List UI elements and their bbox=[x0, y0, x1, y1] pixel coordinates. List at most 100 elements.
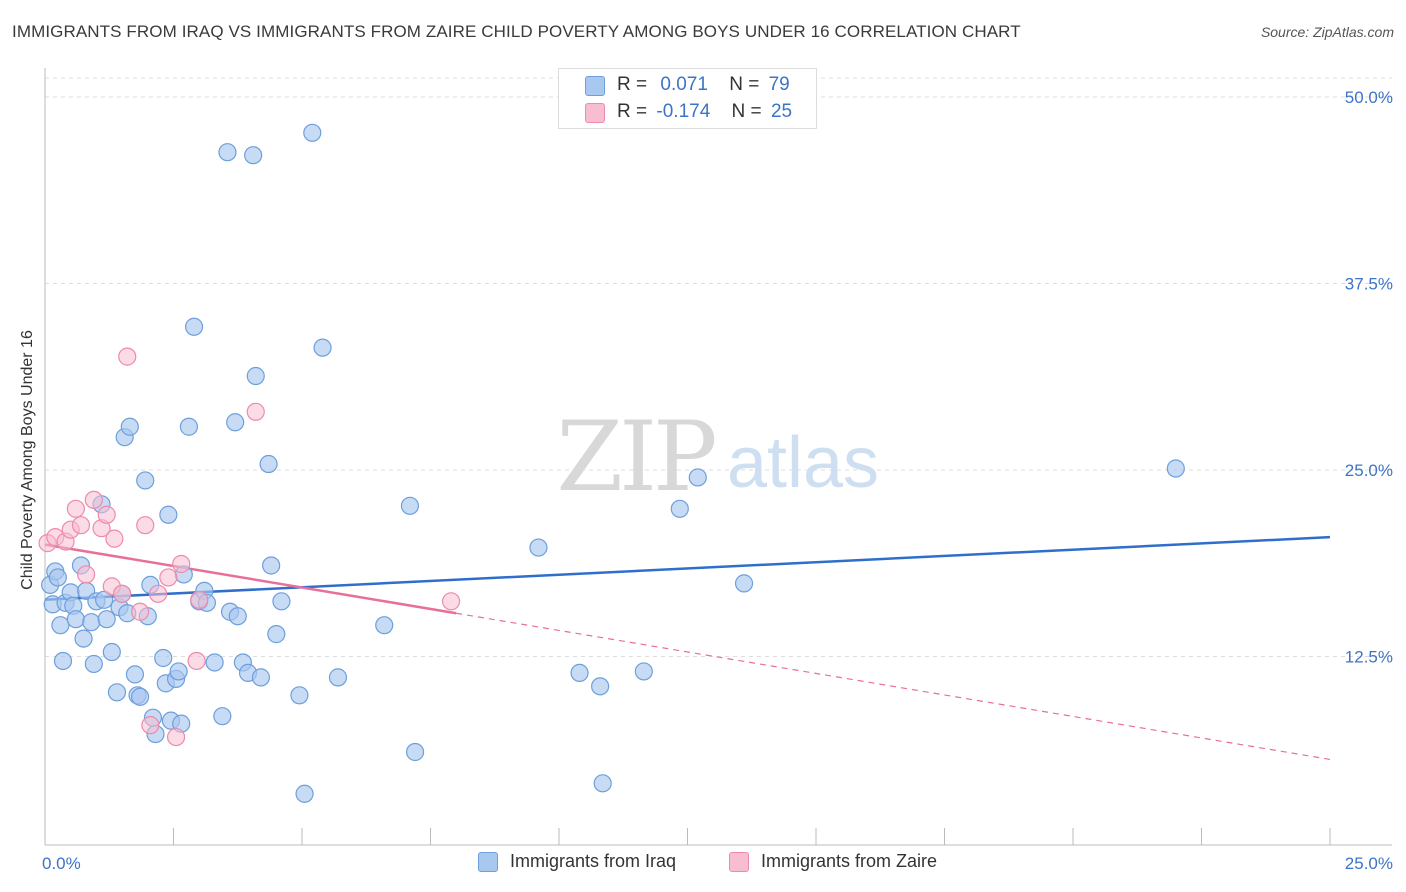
zaire-point bbox=[141, 716, 160, 735]
iraq-point bbox=[226, 413, 245, 432]
zaire-point bbox=[112, 584, 132, 603]
zaire-point bbox=[105, 529, 124, 548]
bottom-zaire-swatch bbox=[729, 851, 749, 872]
iraq-point bbox=[179, 417, 199, 436]
bottom-legend-zaire: Immigrants from Zaire bbox=[729, 851, 937, 872]
iraq-point bbox=[51, 616, 70, 635]
iraq-point bbox=[97, 610, 116, 629]
iraq-point bbox=[213, 707, 232, 726]
chart-title: IMMIGRANTS FROM IRAQ VS IMMIGRANTS FROM … bbox=[12, 22, 1021, 41]
zaire-point bbox=[166, 727, 186, 747]
iraq-point bbox=[66, 610, 85, 629]
iraq-point bbox=[688, 468, 707, 487]
iraq-point bbox=[246, 366, 265, 386]
gridlines bbox=[45, 77, 1392, 657]
iraq-point bbox=[593, 774, 612, 793]
iraq-point bbox=[169, 662, 188, 681]
iraq-point bbox=[295, 784, 314, 803]
bottom-iraq-label: Immigrants from Iraq bbox=[510, 851, 677, 871]
zaire-point bbox=[84, 490, 103, 509]
zaire-r-value: -0.174 bbox=[656, 101, 711, 122]
source-label: Source: ZipAtlas.com bbox=[1260, 24, 1394, 40]
zaire-point bbox=[441, 592, 461, 611]
zaire-point bbox=[66, 499, 85, 518]
axes bbox=[44, 68, 1392, 846]
zaire-point bbox=[190, 590, 209, 609]
iraq-point bbox=[570, 663, 589, 683]
iraq-point bbox=[290, 686, 309, 705]
iraq-point bbox=[272, 592, 291, 611]
iraq-point bbox=[82, 613, 101, 632]
iraq-r-value: 0.071 bbox=[660, 74, 708, 95]
iraq-point bbox=[244, 146, 263, 165]
zaire-r-label: R = bbox=[617, 101, 648, 122]
watermark-zip: ZIP bbox=[556, 401, 715, 513]
bottom-legend-iraq: Immigrants from Iraq bbox=[478, 851, 676, 872]
iraq-point bbox=[400, 496, 420, 515]
iraq-point bbox=[670, 499, 689, 518]
iraq-swatch bbox=[585, 76, 605, 96]
zaire-n-value: 25 bbox=[770, 101, 793, 122]
zaire-trend-line bbox=[44, 543, 457, 615]
y-tick-label: 25.0% bbox=[1345, 461, 1393, 480]
iraq-point bbox=[159, 505, 178, 524]
iraq-point bbox=[130, 687, 150, 706]
zaire-swatch bbox=[585, 103, 605, 123]
data-points bbox=[38, 123, 1185, 803]
iraq-point bbox=[303, 123, 322, 142]
zaire-point bbox=[130, 602, 150, 621]
x-tick-label: 0.0% bbox=[42, 854, 81, 873]
iraq-point bbox=[74, 629, 93, 648]
zaire-point bbox=[246, 402, 265, 421]
iraq-point bbox=[107, 683, 127, 702]
y-tick-label: 12.5% bbox=[1345, 648, 1393, 667]
x-tick-label: 25.0% bbox=[1345, 854, 1393, 873]
zaire-point bbox=[118, 347, 137, 366]
y-tick-label: 37.5% bbox=[1345, 275, 1393, 294]
iraq-n-label: N = bbox=[729, 74, 760, 95]
iraq-n-value: 79 bbox=[768, 74, 790, 95]
iraq-point bbox=[218, 143, 237, 162]
bottom-zaire-label: Immigrants from Zaire bbox=[761, 851, 938, 871]
iraq-point bbox=[529, 538, 548, 557]
zaire-point bbox=[172, 554, 191, 574]
iraq-point bbox=[375, 616, 394, 635]
tick-labels: 12.5% 25.0% 37.5% 50.0% 0.0% 25.0% bbox=[42, 88, 1393, 873]
iraq-point bbox=[259, 454, 278, 474]
iraq-point bbox=[634, 662, 653, 681]
iraq-point bbox=[53, 651, 73, 671]
iraq-point bbox=[1166, 459, 1185, 478]
zaire-trend-extension bbox=[456, 612, 1331, 761]
iraq-point bbox=[136, 471, 155, 490]
iraq-point bbox=[313, 338, 332, 357]
iraq-point bbox=[154, 648, 173, 668]
zaire-point bbox=[187, 651, 206, 671]
iraq-point bbox=[120, 417, 139, 436]
iraq-point bbox=[591, 677, 610, 696]
iraq-point bbox=[125, 665, 145, 684]
iraq-point bbox=[48, 568, 67, 587]
zaire-n-label: N = bbox=[731, 101, 762, 122]
iraq-point bbox=[84, 654, 103, 674]
zaire-point bbox=[71, 516, 91, 535]
iraq-point bbox=[267, 625, 286, 644]
trend-lines bbox=[44, 535, 1331, 761]
iraq-point bbox=[405, 742, 425, 762]
zaire-point bbox=[77, 565, 96, 584]
correlation-legend: R = 0.071 N = 79 R = -0.174 N = 25 bbox=[558, 68, 817, 129]
iraq-r-label: R = bbox=[617, 74, 648, 95]
iraq-trend-line bbox=[44, 535, 1331, 602]
iraq-point bbox=[328, 668, 348, 687]
iraq-point bbox=[95, 590, 114, 609]
iraq-point bbox=[228, 607, 247, 626]
bottom-iraq-swatch bbox=[478, 851, 498, 872]
watermark-atlas: atlas bbox=[727, 423, 879, 503]
zaire-point bbox=[148, 584, 168, 603]
iraq-point bbox=[251, 668, 270, 687]
iraq-point bbox=[734, 574, 754, 593]
zaire-point bbox=[97, 505, 116, 524]
zaire-point bbox=[159, 568, 178, 587]
zaire-point bbox=[136, 516, 155, 535]
y-tick-label: 50.0% bbox=[1345, 88, 1393, 107]
